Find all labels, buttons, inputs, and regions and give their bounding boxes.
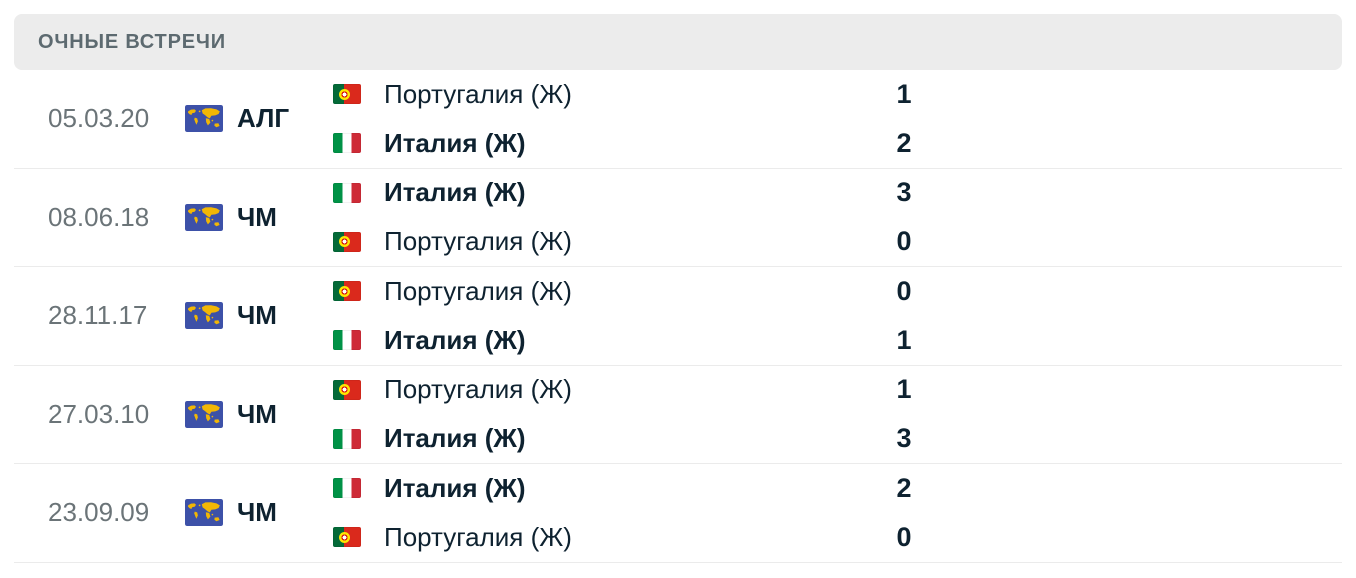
team-row: Италия (Ж) 3 <box>333 169 1342 218</box>
teams-cell: Португалия (Ж) 0 Италия (Ж) 1 <box>333 267 1342 365</box>
team-score: 1 <box>896 78 912 109</box>
team-score: 0 <box>896 275 912 306</box>
competition-cell: АЛГ <box>185 103 333 134</box>
teams-cell: Португалия (Ж) 1 Италия (Ж) 2 <box>333 70 1342 168</box>
match-row[interactable]: 08.06.18 ЧМ Италия (Ж) 3 <box>14 168 1342 267</box>
team-row: Португалия (Ж) 0 <box>333 513 1342 562</box>
match-date: 27.03.10 <box>48 398 150 429</box>
team-row: Португалия (Ж) 1 <box>333 70 1342 119</box>
team-row: Португалия (Ж) 1 <box>333 366 1342 415</box>
world-map-icon <box>185 400 223 428</box>
teams-cell: Португалия (Ж) 1 Италия (Ж) 3 <box>333 366 1342 464</box>
world-map-icon <box>185 203 223 231</box>
section-title: ОЧНЫЕ ВСТРЕЧИ <box>38 30 226 53</box>
team-row: Португалия (Ж) 0 <box>333 267 1342 316</box>
portugal-flag-icon <box>333 231 361 252</box>
team-name: Италия (Ж) <box>384 423 526 454</box>
team-score: 3 <box>896 177 912 208</box>
world-map-icon <box>185 499 223 527</box>
portugal-flag-icon <box>333 527 361 548</box>
teams-cell: Италия (Ж) 2 Португалия (Ж) 0 <box>333 464 1342 562</box>
team-score: 3 <box>896 423 912 454</box>
italy-flag-icon <box>333 182 361 203</box>
portugal-flag-icon <box>333 84 361 105</box>
team-row: Италия (Ж) 2 <box>333 119 1342 168</box>
match-date: 05.03.20 <box>48 103 150 134</box>
team-score: 2 <box>896 127 912 158</box>
competition-cell: ЧМ <box>185 399 333 430</box>
match-row[interactable]: 28.11.17 ЧМ Португалия (Ж) 0 <box>14 267 1342 366</box>
world-map-icon <box>185 105 223 133</box>
team-row: Италия (Ж) 1 <box>333 316 1342 365</box>
matches-list: 05.03.20 АЛГ Португалия (Ж) 1 <box>14 70 1342 563</box>
team-name: Португалия (Ж) <box>384 275 572 306</box>
match-row[interactable]: 05.03.20 АЛГ Португалия (Ж) 1 <box>14 70 1342 169</box>
italy-flag-icon <box>333 330 361 351</box>
team-name: Италия (Ж) <box>384 177 526 208</box>
competition-cell: ЧМ <box>185 202 333 233</box>
team-row: Италия (Ж) 3 <box>333 414 1342 463</box>
team-name: Португалия (Ж) <box>384 226 572 257</box>
team-name: Италия (Ж) <box>384 324 526 355</box>
team-name: Португалия (Ж) <box>384 374 572 405</box>
team-name: Португалия (Ж) <box>384 521 572 552</box>
match-row[interactable]: 27.03.10 ЧМ Португалия (Ж) 1 <box>14 365 1342 464</box>
world-map-icon <box>185 302 223 330</box>
match-row[interactable]: 23.09.09 ЧМ Италия (Ж) 2 <box>14 464 1342 563</box>
team-score: 0 <box>896 226 912 257</box>
italy-flag-icon <box>333 428 361 449</box>
competition-label: ЧМ <box>237 398 277 429</box>
match-date: 28.11.17 <box>48 300 148 331</box>
competition-cell: ЧМ <box>185 300 333 331</box>
competition-label: ЧМ <box>237 497 277 528</box>
team-name: Португалия (Ж) <box>384 78 572 109</box>
competition-label: ЧМ <box>237 201 277 232</box>
team-score: 0 <box>896 521 912 552</box>
match-date: 08.06.18 <box>48 201 150 232</box>
section-header: ОЧНЫЕ ВСТРЕЧИ <box>14 14 1342 70</box>
team-row: Португалия (Ж) 0 <box>333 217 1342 266</box>
competition-label: АЛГ <box>237 103 290 134</box>
teams-cell: Италия (Ж) 3 Португалия (Ж) 0 <box>333 169 1342 267</box>
portugal-flag-icon <box>333 379 361 400</box>
match-date: 23.09.09 <box>48 497 150 528</box>
italy-flag-icon <box>333 133 361 154</box>
italy-flag-icon <box>333 478 361 499</box>
competition-label: ЧМ <box>237 300 277 331</box>
team-score: 2 <box>896 472 912 503</box>
competition-cell: ЧМ <box>185 497 333 528</box>
team-name: Италия (Ж) <box>384 472 526 503</box>
team-name: Италия (Ж) <box>384 127 526 158</box>
team-score: 1 <box>896 374 912 405</box>
team-score: 1 <box>896 324 912 355</box>
team-row: Италия (Ж) 2 <box>333 464 1342 513</box>
portugal-flag-icon <box>333 281 361 302</box>
